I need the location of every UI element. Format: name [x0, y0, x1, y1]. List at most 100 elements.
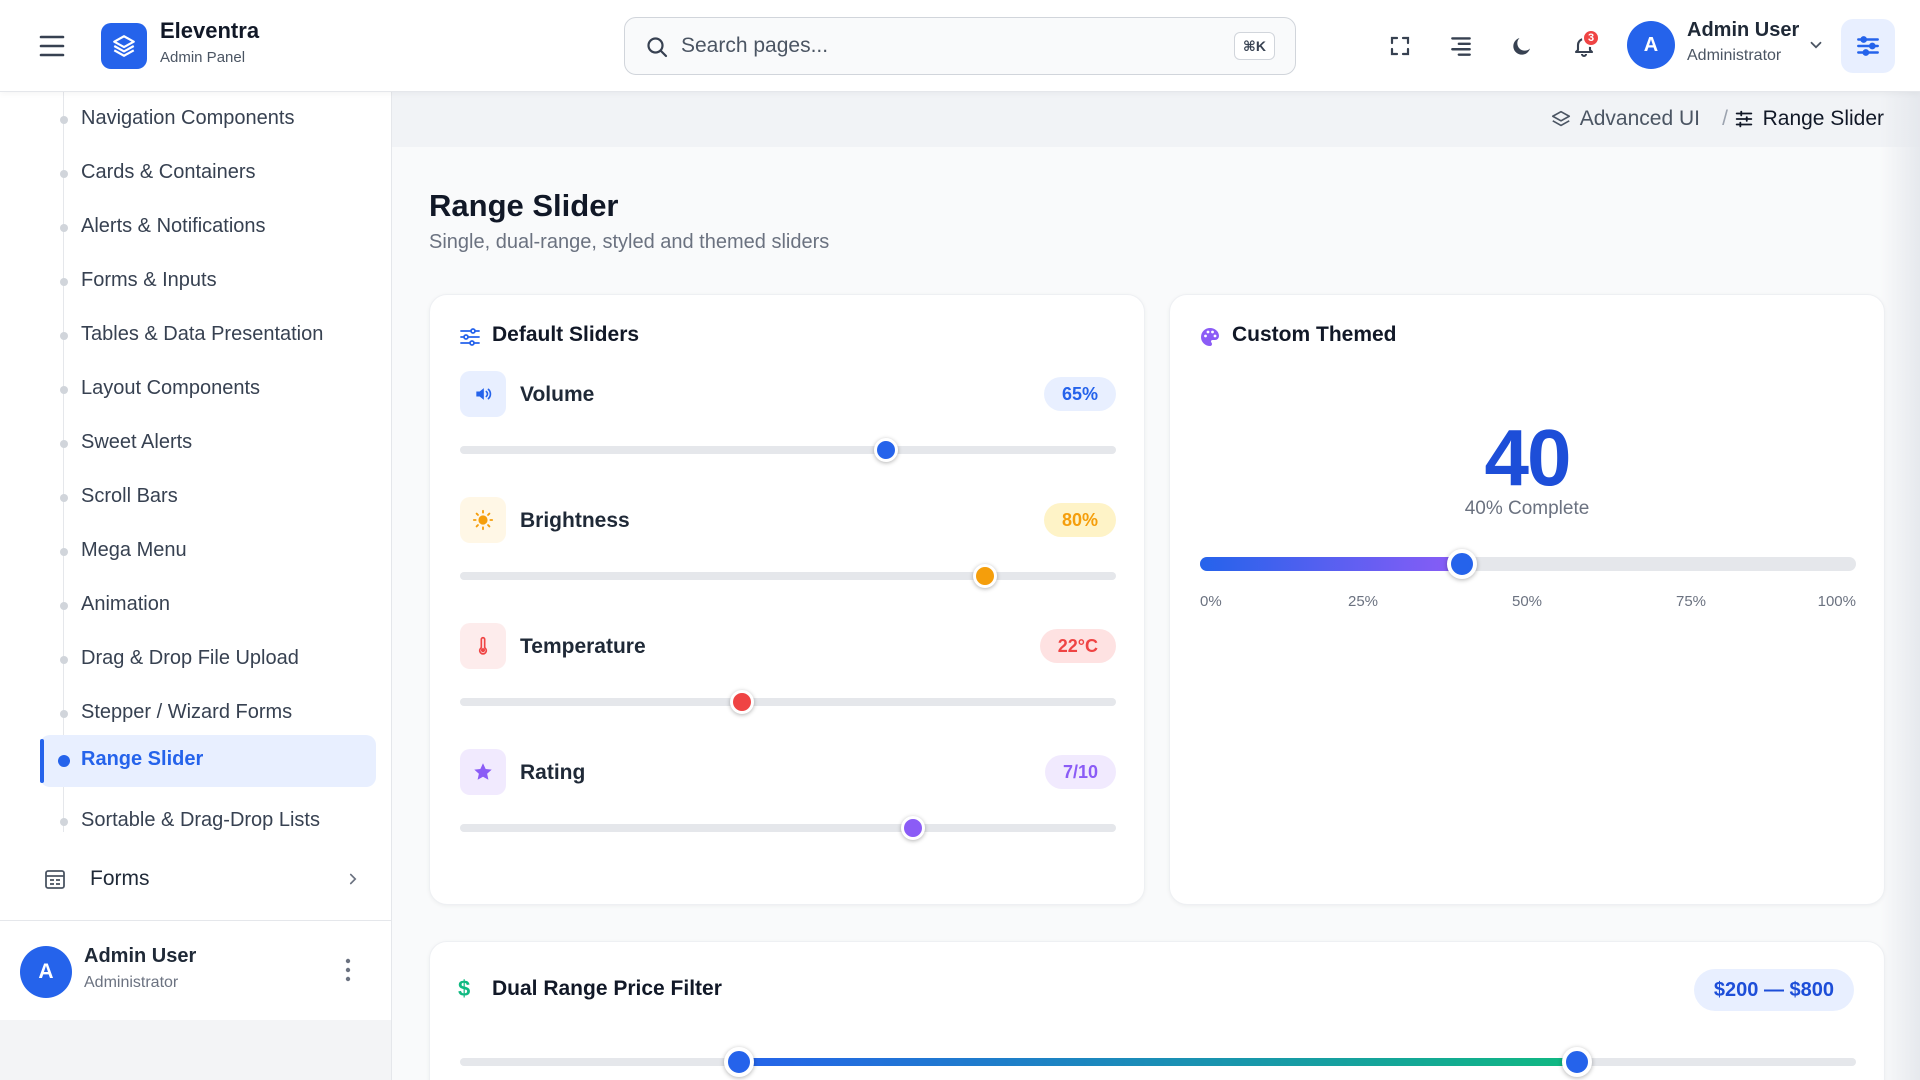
user-role: Administrator: [1687, 47, 1782, 64]
breadcrumb: Advanced UI / Range Slider: [392, 92, 1920, 147]
themed-slider-fill: [1200, 557, 1463, 571]
tick-label: 100%: [1817, 593, 1856, 610]
tick-label: 25%: [1348, 593, 1379, 610]
breadcrumb-parent[interactable]: Advanced UI: [1550, 107, 1700, 131]
search-input[interactable]: [681, 28, 1201, 64]
active-indicator: [40, 739, 44, 783]
sidebar-item-cards-containers[interactable]: Cards & Containers: [40, 148, 376, 200]
layers-icon: [1551, 110, 1570, 127]
sidebar-item-forms-inputs[interactable]: Forms & Inputs: [40, 256, 376, 308]
sidebar-item-animation[interactable]: Animation: [40, 580, 376, 632]
sidebar-item-label: Forms & Inputs: [81, 269, 217, 291]
sidebar-item-forms[interactable]: Forms: [40, 852, 376, 906]
price-min-thumb[interactable]: [724, 1047, 755, 1077]
slider-value-badge: 22°C: [1039, 629, 1116, 663]
sidebar-item-label: Forms: [90, 867, 150, 890]
sidebar-item-sweet-alerts[interactable]: Sweet Alerts: [40, 418, 376, 470]
search-icon: [645, 35, 669, 64]
sliders-icon: [1735, 110, 1752, 128]
price-slider-track[interactable]: [460, 1047, 1856, 1077]
breadcrumb-current-label: Range Slider: [1762, 107, 1884, 130]
slider-track[interactable]: [460, 698, 1116, 706]
sidebar-item-file-upload[interactable]: Drag & Drop File Upload: [40, 634, 376, 686]
brand-name: Eleventra: [160, 18, 260, 43]
bullet-icon: [58, 755, 70, 767]
bullet-icon: [60, 170, 68, 178]
slider-thumb[interactable]: [972, 564, 997, 588]
star-icon: [460, 749, 506, 795]
dark-mode-icon[interactable]: [1506, 30, 1538, 62]
card-title: Default Sliders: [492, 323, 640, 346]
slider-label: Brightness: [520, 509, 630, 532]
price-max-thumb[interactable]: [1561, 1047, 1592, 1077]
avatar[interactable]: A: [1627, 21, 1675, 69]
tick-label: 50%: [1512, 593, 1543, 610]
sidebar-item-label: Stepper / Wizard Forms: [81, 701, 293, 723]
bullet-icon: [60, 224, 68, 232]
breadcrumb-separator: /: [1722, 107, 1728, 130]
menu-toggle-icon[interactable]: [36, 32, 68, 60]
sidebar-item-label: Tables & Data Presentation: [81, 323, 324, 345]
bullet-icon: [60, 656, 68, 664]
sidebar-bottom-space: [0, 1020, 391, 1080]
sidebar-item-label: Cards & Containers: [81, 161, 256, 183]
tick-label: 0%: [1200, 593, 1222, 610]
sidebar-item-label: Alerts & Notifications: [81, 215, 266, 237]
sidebar-item-range-slider[interactable]: Range Slider: [40, 735, 376, 787]
sidebar-item-stepper-wizard[interactable]: Stepper / Wizard Forms: [40, 688, 376, 740]
slider-thumb[interactable]: [730, 690, 755, 714]
bullet-icon: [60, 440, 68, 448]
slider-track[interactable]: [460, 572, 1116, 580]
dollar-icon: $: [458, 976, 471, 1001]
custom-themed-card: Custom Themed 40 40% Complete 0% 25% 50% 75…: [1169, 294, 1885, 905]
bullet-icon: [60, 710, 68, 718]
themed-slider-thumb[interactable]: [1447, 549, 1478, 579]
user-name[interactable]: Admin User: [1687, 19, 1800, 41]
sidebar-item-label: Drag & Drop File Upload: [81, 647, 299, 669]
align-right-icon[interactable]: [1445, 30, 1477, 62]
top-bar: Eleventra Admin Panel ⌘K 3 A Admin User …: [0, 0, 1920, 92]
themed-slider-caption: 40% Complete: [1464, 498, 1590, 519]
sidebar-item-tables-data[interactable]: Tables & Data Presentation: [40, 310, 376, 362]
card-title: Dual Range Price Filter: [492, 977, 722, 1000]
fullscreen-icon[interactable]: [1384, 30, 1416, 62]
themed-slider-value: 40: [1484, 413, 1572, 502]
logo-icon[interactable]: [101, 23, 147, 69]
avatar[interactable]: A: [20, 946, 72, 998]
sidebar-item-scroll-bars[interactable]: Scroll Bars: [40, 472, 376, 524]
breadcrumb-current: Range Slider: [1733, 107, 1884, 131]
slider-track[interactable]: [460, 446, 1116, 454]
sidebar-item-layout-components[interactable]: Layout Components: [40, 364, 376, 416]
chevron-down-icon[interactable]: [1807, 36, 1825, 59]
sidebar-item-label: Mega Menu: [81, 539, 187, 561]
themed-slider-track[interactable]: [1200, 549, 1856, 579]
slider-track[interactable]: [460, 824, 1116, 832]
bullet-icon: [60, 386, 68, 394]
slider-thumb[interactable]: [900, 816, 925, 840]
slider-value-badge: 7/10: [1044, 755, 1116, 789]
price-range-badge: $200 — $800: [1693, 969, 1854, 1011]
sidebar-item-label: Animation: [81, 593, 170, 615]
more-vertical-icon[interactable]: [340, 955, 356, 990]
notification-badge: 3: [1582, 29, 1600, 47]
sidebar-item-label: Sortable & Drag-Drop Lists: [81, 809, 320, 831]
user-name: Admin User: [84, 945, 197, 967]
bullet-icon: [60, 548, 68, 556]
sidebar-item-mega-menu[interactable]: Mega Menu: [40, 526, 376, 578]
bullet-icon: [60, 494, 68, 502]
sidebar-item-alerts-notifications[interactable]: Alerts & Notifications: [40, 202, 376, 254]
search-box[interactable]: ⌘K: [624, 17, 1296, 75]
sidebar: Navigation Components Cards & Containers…: [0, 92, 392, 1080]
sliders-icon: [458, 325, 482, 354]
customizer-button[interactable]: [1841, 19, 1895, 73]
slider-thumb[interactable]: [874, 438, 899, 462]
sidebar-item-sortable-lists[interactable]: Sortable & Drag-Drop Lists: [40, 796, 376, 848]
slider-row-brightness: Brightness 80%: [460, 497, 1116, 617]
sidebar-item-label: Layout Components: [81, 377, 261, 399]
sidebar-item-label: Range Slider: [81, 748, 204, 770]
sidebar-item-navigation-components[interactable]: Navigation Components: [40, 94, 376, 146]
card-title: Custom Themed: [1232, 323, 1397, 346]
slider-row-temperature: Temperature 22°C: [460, 623, 1116, 743]
slider-label: Temperature: [520, 635, 646, 658]
bullet-icon: [60, 818, 68, 826]
